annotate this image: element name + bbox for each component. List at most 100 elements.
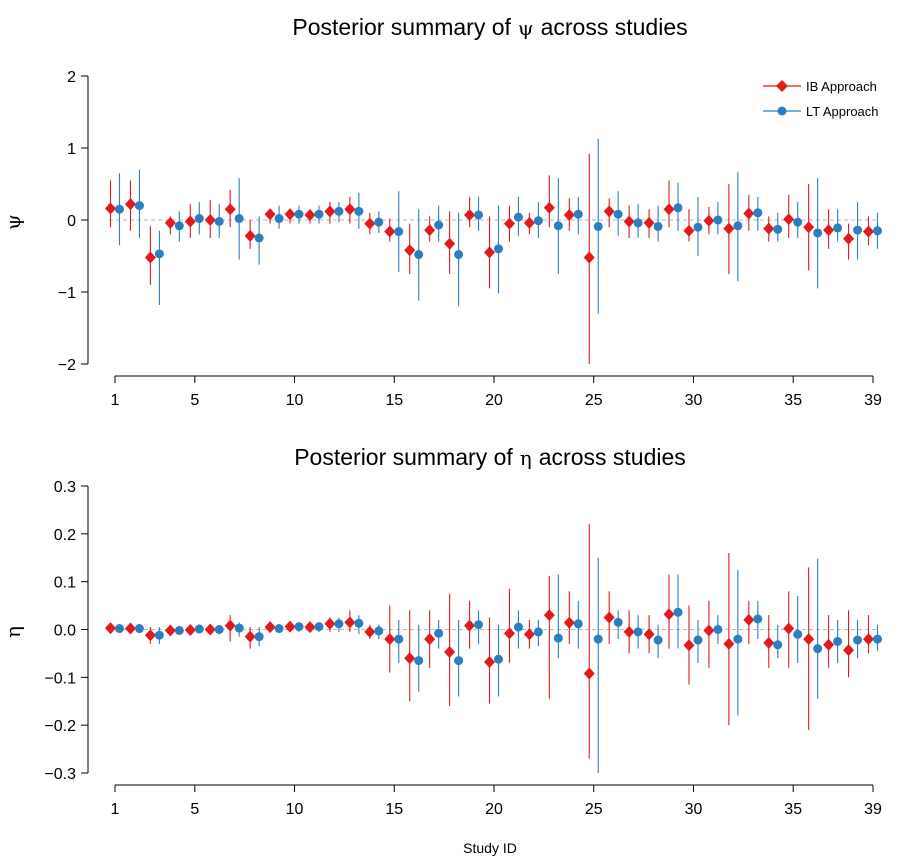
psi-ib-point-study-33 <box>743 207 755 220</box>
eta-ib-point-study-25 <box>583 667 595 680</box>
eta-lt-point-study-10 <box>294 622 304 632</box>
psi-lt-point-study-8 <box>254 233 264 243</box>
eta-ib-point-study-13 <box>344 616 356 629</box>
eta-ib-point-study-9 <box>264 621 276 634</box>
eta-ib-point-study-18 <box>444 645 456 658</box>
eta-lt-point-study-27 <box>633 627 643 637</box>
eta-y-tick-label: −0.1 <box>44 670 76 687</box>
psi-x-tick-label: 35 <box>784 392 802 409</box>
eta-lt-point-study-16 <box>414 656 424 666</box>
eta-x-axis: 1 5 10 15 20 25 30 35 39 <box>111 784 882 818</box>
psi-ib-point-study-13 <box>344 203 356 216</box>
eta-ib-point-study-32 <box>723 637 735 650</box>
eta-ib-point-study-26 <box>603 611 615 624</box>
eta-lt-point-study-30 <box>693 635 703 645</box>
eta-lt-point-study-1 <box>115 624 124 634</box>
eta-ib-point-study-14 <box>364 625 376 638</box>
psi-ib-point-study-11 <box>304 208 316 221</box>
psi-lt-point-study-2 <box>134 201 144 211</box>
eta-lt-point-study-15 <box>394 634 404 644</box>
eta-lt-point-study-20 <box>494 654 503 664</box>
psi-lt-point-study-10 <box>294 209 304 219</box>
psi-lt-point-study-15 <box>394 227 404 237</box>
psi-lt-point-study-13 <box>354 206 364 216</box>
psi-lt-point-study-4 <box>174 221 184 231</box>
psi-lt-point-study-12 <box>334 206 344 216</box>
eta-x-tick-label: 25 <box>585 801 603 818</box>
eta-ib-point-study-22 <box>523 628 535 641</box>
eta-lt-point-study-33 <box>753 614 763 624</box>
psi-lt-point-study-18 <box>454 250 464 260</box>
psi-ib-point-study-26 <box>603 205 615 218</box>
eta-panel-title: Posterior summary of η across studies <box>294 444 686 470</box>
psi-lt-point-study-34 <box>773 224 783 234</box>
psi-lt-point-study-30 <box>693 222 703 232</box>
eta-x-tick-label: 20 <box>485 801 503 818</box>
eta-ib-point-study-27 <box>623 625 635 638</box>
eta-x-tick-label: 1 <box>111 801 120 818</box>
psi-ib-point-study-2 <box>124 198 136 211</box>
psi-ib-point-study-15 <box>384 225 396 238</box>
psi-ib-point-study-21 <box>503 217 515 230</box>
eta-y-tick-label: −0.2 <box>44 718 76 735</box>
psi-lt-point-study-36 <box>813 228 823 238</box>
psi-x-tick-label: 39 <box>864 392 882 409</box>
psi-ib-point-study-1 <box>105 202 116 215</box>
eta-ib-point-study-10 <box>284 620 296 633</box>
eta-ib-point-study-8 <box>244 630 256 643</box>
eta-lt-point-study-26 <box>613 617 623 627</box>
psi-ib-point-study-4 <box>164 216 176 229</box>
psi-lt-point-study-31 <box>713 215 723 225</box>
eta-lt-point-study-38 <box>853 635 863 645</box>
psi-ib-point-study-28 <box>643 216 655 229</box>
eta-lt-point-study-22 <box>533 627 543 637</box>
psi-ib-point-study-30 <box>683 224 695 237</box>
psi-ib-point-study-3 <box>144 251 156 264</box>
eta-ib-point-study-19 <box>464 619 476 632</box>
psi-lt-point-study-22 <box>533 216 543 226</box>
psi-lt-point-study-20 <box>494 244 503 254</box>
psi-ib-point-study-7 <box>224 203 236 216</box>
legend-ib-diamond-icon <box>776 80 788 92</box>
eta-x-tick-label: 39 <box>864 801 882 818</box>
psi-ib-point-study-24 <box>563 208 575 221</box>
eta-lt-point-study-31 <box>713 625 723 634</box>
psi-x-tick-label: 25 <box>585 392 603 409</box>
x-axis-label: Study ID <box>463 840 517 856</box>
eta-lt-point-study-4 <box>174 625 184 635</box>
psi-ib-point-study-36 <box>803 221 815 234</box>
eta-lt-point-study-2 <box>134 624 144 634</box>
psi-ib-point-study-12 <box>324 205 336 218</box>
eta-x-tick-label: 15 <box>385 801 403 818</box>
eta-lt-point-study-6 <box>214 625 224 634</box>
eta-ib-point-study-38 <box>843 644 855 657</box>
eta-lt-point-study-17 <box>434 628 444 638</box>
psi-lt-point-study-26 <box>613 209 623 219</box>
psi-x-axis: 1 5 10 15 20 25 30 35 39 <box>111 375 882 409</box>
psi-lt-point-study-11 <box>314 209 324 219</box>
psi-lt-point-study-5 <box>194 214 204 224</box>
psi-y-tick-label: 2 <box>67 69 76 86</box>
eta-ib-point-study-3 <box>144 629 156 642</box>
eta-ib-point-study-20 <box>484 656 495 669</box>
psi-ib-point-study-37 <box>823 224 835 237</box>
psi-lt-point-study-37 <box>833 223 843 233</box>
psi-y-axis-label: ψ <box>1 214 25 230</box>
psi-marks <box>105 138 882 364</box>
eta-lt-point-study-3 <box>154 630 164 640</box>
psi-ib-point-study-27 <box>623 215 635 228</box>
psi-ib-point-study-8 <box>244 229 256 242</box>
legend-ib-label: IB Approach <box>806 79 877 94</box>
eta-x-tick-label: 30 <box>685 801 703 818</box>
eta-ib-point-study-1 <box>105 622 116 635</box>
psi-ib-point-study-18 <box>444 237 456 250</box>
eta-x-tick-label: 5 <box>190 801 199 818</box>
psi-x-tick-label: 1 <box>111 392 120 409</box>
psi-lt-point-study-27 <box>633 218 643 228</box>
eta-lt-point-study-12 <box>334 619 344 629</box>
eta-ib-point-study-4 <box>164 624 176 637</box>
eta-x-tick-label: 10 <box>286 801 304 818</box>
psi-ib-point-study-23 <box>543 201 555 214</box>
psi-lt-point-study-33 <box>753 208 763 218</box>
